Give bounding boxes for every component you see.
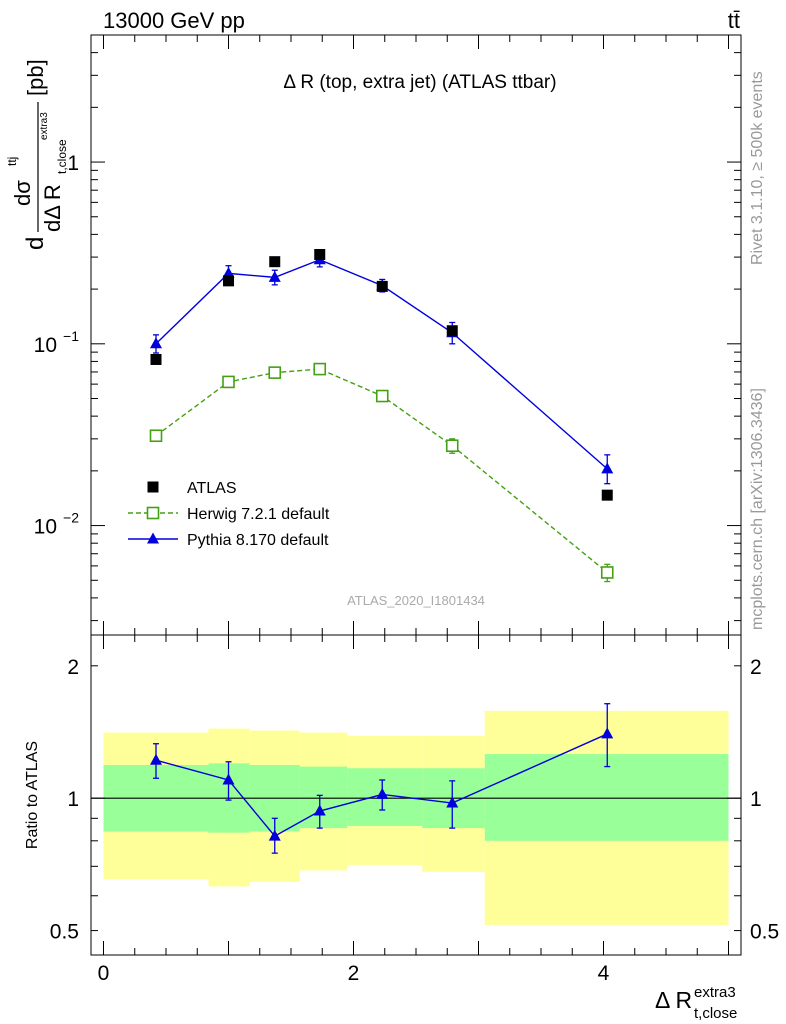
- y-tick-label: 10: [34, 334, 57, 357]
- data-point: [314, 248, 326, 260]
- data-point: [446, 325, 458, 337]
- data-point: [150, 337, 162, 349]
- main-title: Δ R (top, extra jet) (ATLAS ttbar): [283, 72, 556, 93]
- data-point: [150, 353, 162, 365]
- data-point: [313, 362, 327, 376]
- x-tick-label: 4: [598, 962, 610, 985]
- x-tick-label: 2: [348, 962, 360, 985]
- legend-label: Herwig 7.2.1 default: [187, 506, 330, 523]
- uncertainty-band-inner: [484, 754, 729, 841]
- legend-marker: [146, 506, 160, 520]
- data-point: [149, 429, 163, 443]
- ratio-data-point: [376, 787, 389, 799]
- ratio-y-tick-label-left: 1: [67, 788, 79, 811]
- ratio-data-point: [446, 796, 459, 808]
- data-point: [223, 275, 234, 287]
- main-data-layer: [149, 248, 614, 583]
- legend-label: Pythia 8.170 default: [187, 532, 329, 549]
- y-tick-label-exponent: −1: [63, 328, 79, 344]
- data-point: [600, 566, 614, 579]
- ratio-y-tick-label-right: 2: [750, 656, 762, 679]
- rivet-version-label: Rivet 3.1.10, ≥ 500k events: [749, 71, 766, 265]
- xlabel-sub: t,close: [694, 1005, 737, 1022]
- ratio-data-point: [150, 753, 162, 765]
- ratio-axis-ticks: 0 2 4 0.5 0.5 1 1 2 2: [50, 635, 779, 985]
- ratio-ylabel: Ratio to ATLAS: [24, 741, 41, 849]
- legend: ATLAS Herwig 7.2.1 default Pythia 8.170 de…: [128, 480, 330, 549]
- legend-marker: [147, 532, 159, 544]
- ratio-y-tick-label-left: 2: [67, 656, 79, 679]
- main-panel: 1 10 −1 10 −2 Δ R (top, extra jet) (ATLAS tt…: [5, 34, 742, 636]
- y-tick-label: 10: [34, 516, 57, 539]
- process-label: tt̄: [728, 8, 740, 33]
- x-tick-label: 0: [98, 962, 110, 985]
- y-tick-label: 1: [67, 152, 79, 175]
- data-point: [268, 366, 282, 379]
- data-point: [269, 256, 281, 268]
- ylabel-unit: [pb]: [23, 59, 48, 96]
- ratio-panel: 0 2 4 0.5 0.5 1 1 2 2 Ratio to ATLAS Δ R t,close…: [24, 634, 779, 1022]
- x-axis-label: Δ R t,close extra3: [655, 984, 737, 1022]
- legend-label: ATLAS: [187, 480, 237, 497]
- ylabel-denominator-sub: t,close: [55, 139, 69, 174]
- xlabel-main: Δ R: [655, 987, 692, 1013]
- main-title-text: Δ R (top, extra jet) (ATLAS ttbar): [283, 72, 556, 93]
- data-point: [445, 439, 459, 453]
- collision-label: 13000 GeV pp: [103, 8, 245, 33]
- ratio-data-point: [268, 829, 281, 841]
- data-point: [222, 375, 235, 389]
- mcplots-source-label: mcplots.cern.ch [arXiv:1306.3436]: [749, 388, 766, 630]
- legend-marker: [147, 481, 159, 493]
- y-tick-label-exponent: −2: [63, 510, 79, 526]
- main-ylabel: d dσ ttj dΔ R t,close extra3 [pb]: [5, 59, 69, 250]
- ylabel-denominator-sup: extra3: [39, 112, 50, 140]
- ratio-data-point: [222, 773, 235, 785]
- main-axis-ticks: 1 10 −1 10 −2: [34, 34, 741, 635]
- data-point: [601, 462, 614, 474]
- ylabel-numerator: dσ: [10, 180, 35, 206]
- data-point: [222, 266, 235, 278]
- data-point: [601, 489, 613, 501]
- ratio-data-point: [313, 804, 326, 816]
- ratio-data-point: [601, 727, 614, 739]
- ylabel-numerator-sup: ttj: [5, 157, 19, 166]
- analysis-watermark: ATLAS_2020_I1801434: [347, 593, 485, 608]
- xlabel-sup: extra3: [694, 984, 736, 1001]
- ratio-data-layer: [91, 703, 741, 925]
- data-point: [376, 280, 388, 292]
- ratio-y-tick-label-left: 0.5: [50, 921, 79, 944]
- ylabel-denominator: dΔ R: [40, 184, 65, 232]
- data-point: [268, 270, 281, 282]
- data-point: [375, 389, 389, 403]
- ratio-y-tick-label-right: 1: [750, 788, 762, 811]
- ylabel-d: d: [22, 237, 49, 250]
- ratio-y-tick-label-right: 0.5: [750, 921, 779, 944]
